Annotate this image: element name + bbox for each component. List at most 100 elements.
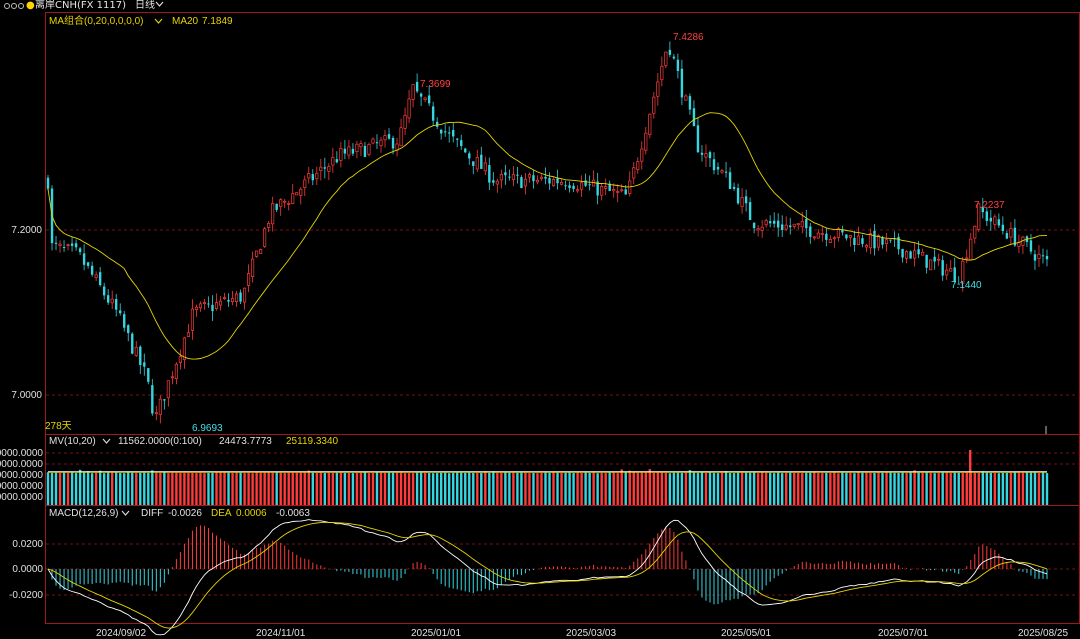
candle-body: [335, 159, 339, 163]
annotation-low-2: 7.1440: [951, 280, 982, 291]
volume-bar: [712, 472, 716, 505]
volume-bar: [708, 472, 712, 505]
symbol-title[interactable]: 离岸CNH(FX 1117): [35, 0, 127, 11]
candle-body: [307, 173, 311, 179]
candle-body: [544, 176, 547, 179]
volume-bar: [620, 469, 623, 505]
candle-body: [508, 176, 511, 178]
candle-body: [218, 300, 223, 306]
macd-indicator-chevron-icon[interactable]: [121, 510, 130, 516]
candle-body: [933, 256, 936, 262]
volume-bar: [668, 473, 672, 505]
volume-bar: [660, 472, 664, 505]
candle-body: [881, 237, 884, 245]
macd-indicator-name[interactable]: MACD(12,26,9): [49, 508, 118, 519]
candle-body: [640, 148, 644, 162]
volume-bar: [135, 473, 138, 505]
volume-bar: [781, 473, 784, 505]
candle-body: [937, 258, 941, 261]
volume-bar: [448, 473, 451, 505]
volume-bar: [869, 472, 872, 505]
candle-body: [736, 187, 740, 204]
candle-body: [227, 299, 230, 302]
mv-indicator-chevron-icon[interactable]: [102, 438, 111, 444]
volume-bar: [443, 472, 447, 505]
title-bar: ● 离岸CNH(FX 1117) 日线: [0, 0, 1080, 12]
volume-bar: [151, 470, 154, 505]
candle-body: [889, 239, 892, 241]
candle-body: [139, 346, 142, 365]
candle-body: [652, 96, 656, 114]
volume-bar: [949, 472, 952, 505]
volume-bar: [74, 472, 78, 505]
candle-body: [781, 224, 784, 231]
candle-body: [985, 211, 989, 221]
candle-body: [339, 148, 343, 161]
candle-body: [194, 306, 198, 310]
volume-bar: [977, 472, 980, 505]
candle-body: [744, 196, 748, 204]
volume-bar: [452, 472, 455, 505]
candle-body: [435, 121, 439, 127]
volume-bar: [728, 472, 732, 505]
volume-bar: [472, 472, 475, 505]
candle-body: [439, 129, 443, 134]
volume-bar: [343, 472, 347, 505]
candle-body: [969, 238, 973, 261]
candle-body: [796, 223, 800, 225]
candle-body: [367, 144, 371, 155]
candle-body: [472, 161, 475, 166]
candle-body: [853, 237, 856, 245]
diff-line: [47, 519, 1048, 636]
volume-bar: [263, 472, 266, 505]
volume-bar: [508, 472, 511, 505]
volume-bar: [415, 472, 419, 505]
volume-bar: [548, 472, 551, 505]
volume-bar: [680, 472, 684, 505]
volume-bar: [740, 472, 744, 505]
mv-value-2: 24473.7773: [219, 436, 272, 447]
volume-bar: [696, 472, 700, 505]
candle-body: [828, 238, 832, 243]
volume-bar: [889, 472, 892, 505]
volume-bar: [207, 472, 210, 505]
mv-indicator-name[interactable]: MV(10,20): [49, 436, 96, 447]
volume-bar: [191, 472, 194, 505]
candle-body: [1041, 255, 1045, 257]
volume-bar: [913, 470, 916, 505]
volume-bar: [544, 472, 547, 505]
volume-bar: [776, 472, 780, 505]
volume-bar: [143, 472, 146, 505]
candle-body: [572, 185, 575, 189]
ma-indicator-name[interactable]: MA组合(0,20,0,0,0,0): [49, 14, 143, 27]
volume-bar: [560, 472, 563, 505]
candle-body: [532, 175, 535, 182]
candle-body: [259, 249, 263, 254]
volume-bar: [159, 472, 162, 505]
volume-bar: [724, 471, 728, 505]
candle-body: [123, 314, 126, 328]
candle-body: [696, 125, 700, 153]
candle-body: [732, 186, 736, 189]
mv-value-3: 25119.3340: [286, 436, 339, 447]
window-controls-icon[interactable]: [4, 2, 24, 10]
volume-bar: [805, 472, 808, 505]
candle-body: [359, 143, 363, 148]
period-selector[interactable]: 日线: [135, 0, 164, 12]
ma-indicator-chevron-icon[interactable]: [154, 18, 163, 24]
candle-body: [929, 259, 933, 271]
volume-bar: [66, 472, 70, 505]
candle-body: [539, 176, 544, 179]
volume-bar: [1017, 472, 1021, 505]
candle-body: [1005, 233, 1009, 239]
candle-body: [676, 59, 680, 71]
volume-bar: [797, 473, 800, 505]
candle-body: [355, 143, 359, 152]
candle-body: [375, 142, 379, 144]
candle-body: [608, 183, 611, 191]
volume-bar: [283, 473, 286, 505]
volume-bar: [917, 472, 920, 505]
volume-bar: [600, 472, 603, 505]
volume-bar: [375, 472, 379, 505]
